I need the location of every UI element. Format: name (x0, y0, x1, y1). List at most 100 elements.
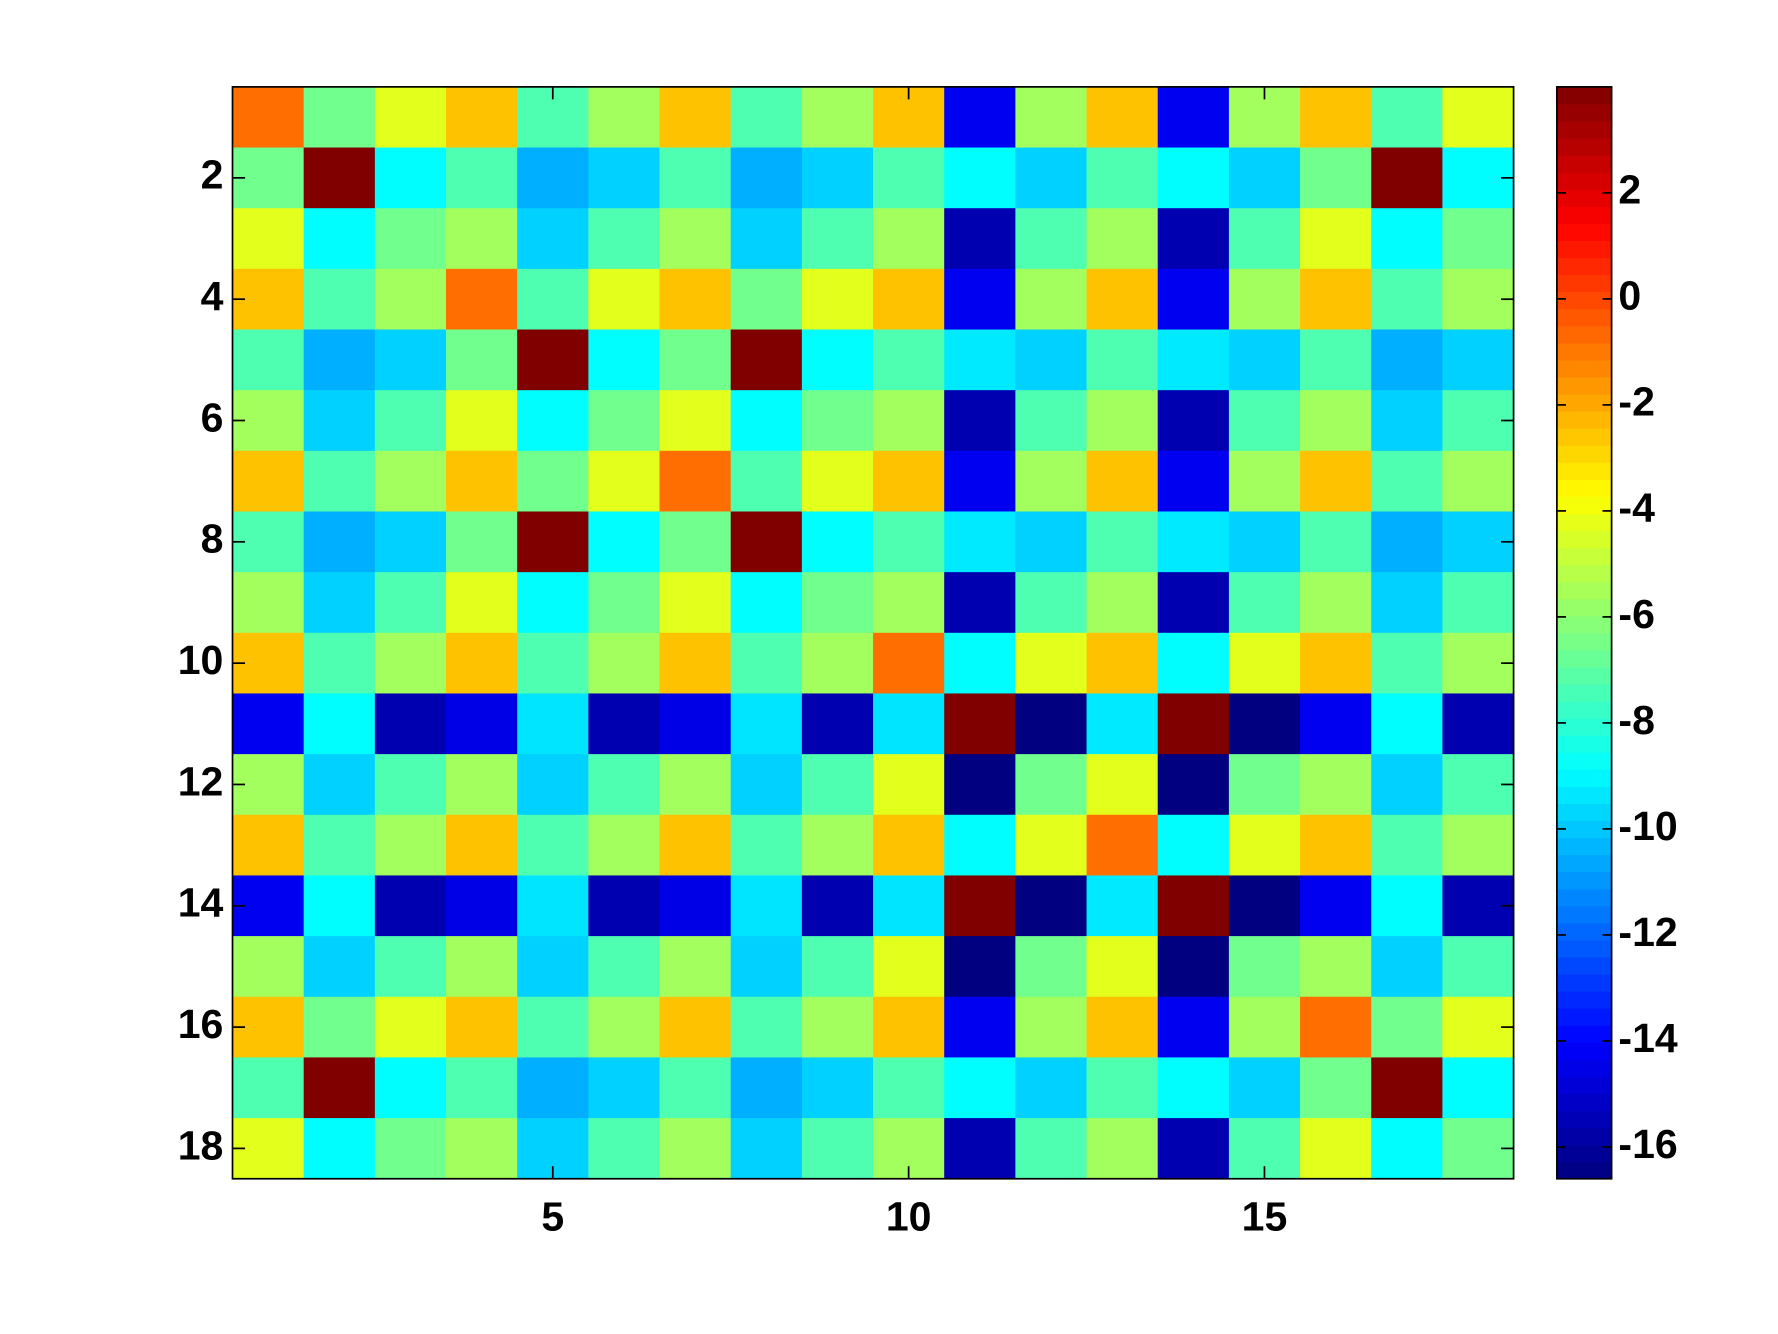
heatmap-cell (659, 572, 732, 634)
y-tick-label: 8 (201, 516, 224, 562)
colorbar-step (1556, 359, 1612, 378)
heatmap-cell (873, 754, 945, 816)
heatmap-cell (944, 814, 1016, 877)
heatmap-cell (730, 86, 803, 149)
colorbar-step (1556, 1127, 1612, 1146)
colorbar-step (1556, 922, 1612, 941)
heatmap-cell (303, 754, 376, 816)
plot-frame (231, 86, 1515, 1180)
colorbar-tick-label: -12 (1618, 909, 1677, 955)
colorbar-step (1556, 189, 1612, 207)
heatmap-cell (873, 936, 945, 998)
heatmap-cell (1086, 936, 1159, 998)
heatmap-cell (1015, 511, 1088, 573)
heatmap-cell (374, 390, 447, 452)
heatmap-cell (303, 1057, 376, 1119)
heatmap-cell (446, 329, 518, 391)
heatmap-cell (1228, 147, 1301, 209)
heatmap-cell (374, 1118, 447, 1180)
colorbar-step (1556, 428, 1612, 446)
colorbar-step (1556, 342, 1612, 361)
heatmap-cell (873, 329, 945, 391)
heatmap-cell (944, 450, 1016, 513)
heatmap-cell (944, 329, 1016, 391)
colorbar-step (1556, 598, 1612, 617)
heatmap-cell (1371, 996, 1443, 1058)
colorbar-step (1556, 939, 1612, 958)
heatmap-cell (232, 936, 305, 998)
y-tick-label: 10 (178, 637, 224, 683)
colorbar-step (1556, 530, 1612, 549)
heatmap-cell (303, 511, 376, 573)
heatmap-cell (303, 450, 376, 513)
colorbar-step (1556, 1042, 1612, 1060)
colorbar-step (1556, 513, 1612, 532)
heatmap-cell (1157, 208, 1230, 270)
heatmap-cell (801, 268, 874, 331)
heatmap-cell (1157, 632, 1230, 695)
heatmap-cell (873, 632, 945, 695)
heatmap-cell (517, 814, 589, 877)
heatmap-cell (730, 632, 803, 695)
heatmap-cell (873, 268, 945, 331)
heatmap-cell (730, 693, 803, 755)
heatmap-cell (1371, 814, 1443, 877)
y-tick-label: 12 (178, 758, 224, 804)
heatmap-cell (374, 450, 447, 513)
colorbar-step (1556, 1161, 1612, 1180)
colorbar-tick-label: 0 (1618, 273, 1641, 319)
heatmap-cell (517, 329, 589, 391)
colorbar-step (1556, 1110, 1612, 1129)
heatmap-cell (374, 1057, 447, 1119)
heatmap-cell (1371, 511, 1443, 573)
heatmap-cell (374, 268, 447, 331)
heatmap-cell (303, 390, 376, 452)
heatmap-cell (1300, 511, 1372, 573)
heatmap-cell (659, 147, 732, 209)
heatmap-cell (588, 632, 661, 695)
heatmap-cell (1015, 208, 1088, 270)
heatmap-cell (730, 1057, 803, 1119)
heatmap-cell (730, 390, 803, 452)
heatmap-cell (1086, 754, 1159, 816)
heatmap-cell (1228, 814, 1301, 877)
colorbar-step (1556, 803, 1612, 822)
heatmap-cell (801, 511, 874, 573)
colorbar-step (1556, 462, 1612, 480)
colorbar-step (1556, 752, 1612, 770)
heatmap-cell (232, 208, 305, 270)
heatmap-cell (446, 936, 518, 998)
heatmap-cell (1300, 572, 1372, 634)
colorbar-step (1556, 1076, 1612, 1095)
heatmap-cell (374, 693, 447, 755)
heatmap-cell (517, 996, 589, 1058)
colorbar-step (1556, 479, 1612, 497)
heatmap-cell (801, 390, 874, 452)
heatmap-cell (944, 511, 1016, 573)
heatmap-cell (1157, 996, 1230, 1058)
heatmap-cell (801, 1118, 874, 1180)
heatmap-cell (517, 572, 589, 634)
heatmap-cell (446, 693, 518, 755)
heatmap-cell (873, 147, 945, 209)
heatmap-cell (1086, 996, 1159, 1058)
heatmap-cell (1086, 1118, 1159, 1180)
colorbar-step (1556, 683, 1612, 702)
heatmap-cell (1157, 875, 1230, 937)
heatmap-cell (730, 450, 803, 513)
heatmap-cell (801, 996, 874, 1058)
colorbar-step (1556, 769, 1612, 787)
heatmap-cell (517, 693, 589, 755)
heatmap-cell (1371, 936, 1443, 998)
colorbar-step (1556, 701, 1612, 719)
colorbar-step (1556, 666, 1612, 685)
heatmap-cell (1015, 1057, 1088, 1119)
heatmap-cell (1157, 1057, 1230, 1119)
heatmap-cell (801, 450, 874, 513)
heatmap-cell (1228, 511, 1301, 573)
heatmap-cell (303, 208, 376, 270)
heatmap-cell (1300, 208, 1372, 270)
heatmap-cell (517, 268, 589, 331)
heatmap-cell (1015, 754, 1088, 816)
